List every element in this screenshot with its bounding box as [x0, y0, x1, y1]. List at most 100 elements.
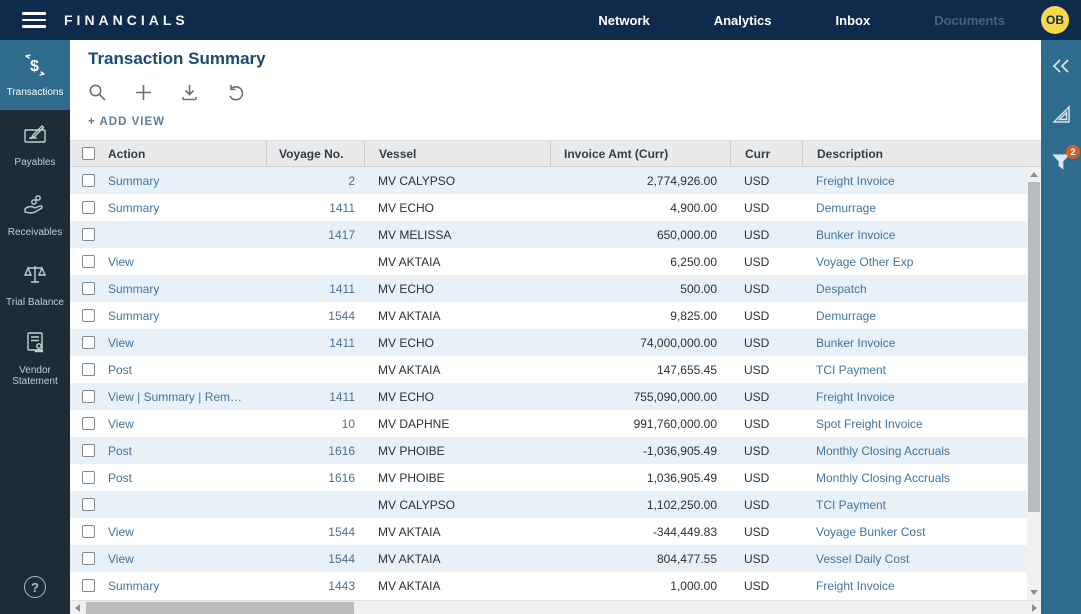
- row-action-link[interactable]: Summary: [108, 200, 160, 215]
- row-description-link[interactable]: Demurrage: [816, 200, 877, 215]
- table-body: Summary 2 MV CALYPSO 2,774,926.00 USD Fr…: [70, 167, 1027, 600]
- row-invoice-amount: 991,760,000.00: [633, 416, 717, 431]
- row-voyage-no: 1417: [328, 227, 355, 242]
- row-voyage-no: 1544: [328, 308, 355, 323]
- undo-icon[interactable]: [226, 83, 246, 102]
- row-description-link[interactable]: Despatch: [816, 281, 867, 296]
- row-checkbox[interactable]: [81, 336, 95, 349]
- add-icon[interactable]: [134, 83, 153, 102]
- column-header-invoice-amt[interactable]: Invoice Amt (Curr): [550, 141, 730, 166]
- vertical-scrollbar-thumb[interactable]: [1028, 182, 1040, 512]
- main-content: Transaction Summary: [70, 40, 1041, 614]
- scroll-down-button[interactable]: [1027, 585, 1041, 600]
- user-avatar[interactable]: OB: [1041, 6, 1069, 34]
- row-action-link[interactable]: View: [108, 551, 134, 566]
- row-checkbox[interactable]: [81, 255, 95, 268]
- row-description-link[interactable]: Monthly Closing Accruals: [816, 470, 951, 485]
- scroll-up-button[interactable]: [1027, 167, 1041, 182]
- row-currency: USD: [744, 551, 770, 566]
- row-description-link[interactable]: Freight Invoice: [816, 173, 895, 188]
- row-checkbox[interactable]: [81, 201, 95, 214]
- row-invoice-amount: 9,825.00: [670, 308, 717, 323]
- sidebar-item-label: Vendor Statement: [12, 364, 58, 388]
- sidebar-item-transactions[interactable]: $ Transactions: [0, 40, 70, 110]
- sidebar-item-payables[interactable]: Payables: [0, 110, 70, 180]
- row-action-link[interactable]: Post: [108, 443, 133, 458]
- column-header-curr[interactable]: Curr: [730, 141, 802, 166]
- column-header-voyage-no[interactable]: Voyage No.: [266, 141, 364, 166]
- row-description-link[interactable]: TCI Payment: [816, 497, 887, 512]
- table-row: Summary 1411 MV ECHO 4,900.00 USD Demurr…: [70, 194, 1027, 221]
- download-icon[interactable]: [180, 83, 199, 102]
- row-action-link[interactable]: Summary: [108, 578, 160, 593]
- row-checkbox[interactable]: [81, 390, 95, 403]
- row-description-link[interactable]: Spot Freight Invoice: [816, 416, 923, 431]
- row-description-link[interactable]: Freight Invoice: [816, 389, 895, 404]
- row-checkbox[interactable]: [81, 417, 95, 430]
- hamburger-menu-icon[interactable]: [22, 8, 46, 32]
- row-currency: USD: [744, 254, 770, 269]
- column-header-description[interactable]: Description: [802, 141, 1041, 166]
- row-checkbox[interactable]: [81, 471, 95, 484]
- row-action-link[interactable]: View | Summary | Rem…: [108, 389, 243, 404]
- table-row: 1417 MV MELISSA 650,000.00 USD Bunker In…: [70, 221, 1027, 248]
- row-checkbox[interactable]: [81, 498, 95, 511]
- row-action-link[interactable]: View: [108, 335, 134, 350]
- scales-icon: [22, 262, 48, 292]
- row-voyage-no: 1544: [328, 524, 355, 539]
- help-button[interactable]: ?: [24, 576, 46, 598]
- row-checkbox[interactable]: [81, 174, 95, 187]
- row-description-link[interactable]: Voyage Bunker Cost: [816, 524, 926, 539]
- row-description-link[interactable]: Bunker Invoice: [816, 227, 896, 242]
- row-checkbox[interactable]: [81, 579, 95, 592]
- set-square-icon[interactable]: [1049, 102, 1073, 126]
- search-icon[interactable]: [88, 83, 107, 102]
- row-checkbox[interactable]: [81, 309, 95, 322]
- row-vessel: MV PHOIBE: [378, 470, 445, 485]
- row-checkbox[interactable]: [81, 363, 95, 376]
- row-description-link[interactable]: Freight Invoice: [816, 578, 895, 593]
- sidebar-item-receivables[interactable]: Receivables: [0, 180, 70, 250]
- row-description-link[interactable]: Monthly Closing Accruals: [816, 443, 951, 458]
- nav-item-inbox[interactable]: Inbox: [835, 12, 871, 28]
- row-description-link[interactable]: Voyage Other Exp: [816, 254, 914, 269]
- row-checkbox[interactable]: [81, 228, 95, 241]
- row-action-link[interactable]: Post: [108, 470, 133, 485]
- row-description-link[interactable]: Bunker Invoice: [816, 335, 896, 350]
- row-action-link[interactable]: View: [108, 254, 134, 269]
- collapse-panel-icon[interactable]: [1049, 54, 1073, 78]
- sidebar-item-vendor-statement[interactable]: Vendor Statement: [0, 320, 70, 398]
- nav-item-network[interactable]: Network: [598, 12, 650, 28]
- row-description-link[interactable]: Vessel Daily Cost: [816, 551, 910, 566]
- scroll-right-button[interactable]: [1027, 600, 1041, 614]
- scroll-left-button[interactable]: [70, 600, 84, 614]
- row-action-link[interactable]: View: [108, 416, 134, 431]
- sidebar-item-trial-balance[interactable]: Trial Balance: [0, 250, 70, 320]
- horizontal-scrollbar-thumb[interactable]: [86, 601, 354, 614]
- row-action-link[interactable]: Summary: [108, 173, 160, 188]
- table-row: Summary 2 MV CALYPSO 2,774,926.00 USD Fr…: [70, 167, 1027, 194]
- filter-icon[interactable]: 2: [1049, 145, 1080, 174]
- row-action-link[interactable]: View: [108, 524, 134, 539]
- row-checkbox[interactable]: [81, 282, 95, 295]
- row-description-link[interactable]: Demurrage: [816, 308, 877, 323]
- column-header-vessel[interactable]: Vessel: [364, 141, 550, 166]
- vertical-scrollbar[interactable]: [1027, 167, 1041, 600]
- row-action-link[interactable]: Post: [108, 362, 133, 377]
- row-action-link[interactable]: Summary: [108, 308, 160, 323]
- row-action-link[interactable]: Summary: [108, 281, 160, 296]
- add-view-button[interactable]: + ADD VIEW: [88, 116, 165, 128]
- row-checkbox[interactable]: [81, 552, 95, 565]
- row-checkbox[interactable]: [81, 525, 95, 538]
- nav-item-analytics[interactable]: Analytics: [713, 12, 772, 28]
- select-all-checkbox[interactable]: [81, 147, 95, 160]
- horizontal-scrollbar[interactable]: [70, 600, 1041, 614]
- cheque-pen-icon: [22, 122, 48, 152]
- row-voyage-no: 1544: [328, 551, 355, 566]
- row-checkbox[interactable]: [81, 444, 95, 457]
- row-description-link[interactable]: TCI Payment: [816, 362, 887, 377]
- column-header-action[interactable]: Action: [108, 146, 146, 161]
- nav-item-documents: Documents: [934, 12, 1005, 28]
- row-currency: USD: [744, 578, 770, 593]
